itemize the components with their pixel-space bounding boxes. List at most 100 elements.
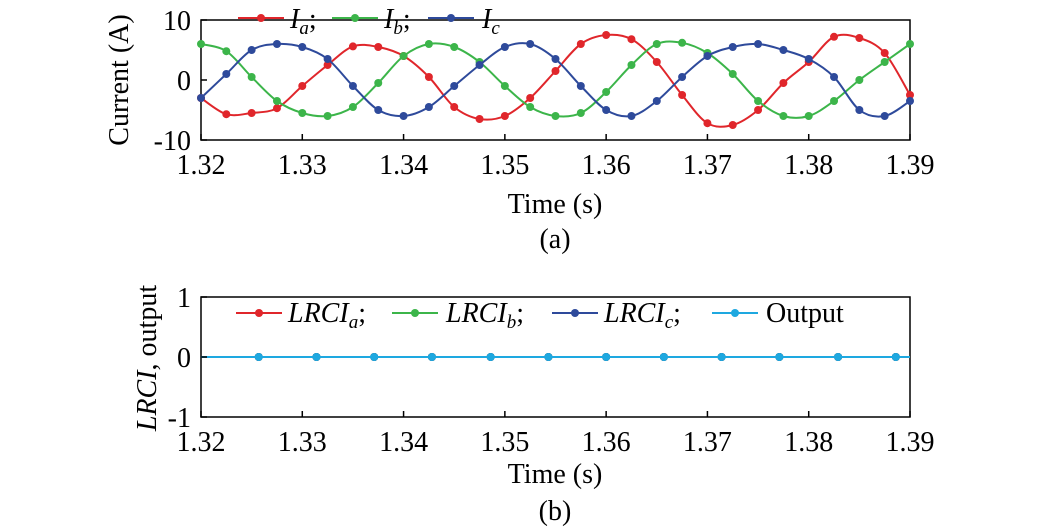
legend-a-item-ia: Ia; <box>238 4 317 39</box>
series-point-output <box>254 353 263 361</box>
series-point-output <box>775 353 784 361</box>
series-point-ic <box>754 40 763 48</box>
series-point-ib <box>830 97 839 105</box>
series-point-ib <box>576 109 585 117</box>
series-point-ib <box>728 70 737 78</box>
legend-a-marker-ic <box>447 14 455 22</box>
plot-a-xtick-label: 1.39 <box>886 150 935 181</box>
series-point-output <box>370 353 379 361</box>
series-line-ib <box>200 40 911 119</box>
series-point-ib <box>500 82 509 90</box>
plot-a-ytick-label: 0 <box>177 66 191 97</box>
legend-b-marker-lrcic <box>571 309 579 317</box>
series-point-ia <box>272 104 281 113</box>
series-point-output <box>602 353 611 361</box>
series-point-ib <box>323 112 332 120</box>
plot-b-xtick-label: 1.33 <box>278 427 327 458</box>
series-point-ia <box>703 119 712 128</box>
plot-a-xtick-label: 1.34 <box>379 150 428 181</box>
series-point-ia <box>576 40 585 48</box>
series-point-ic <box>830 73 839 81</box>
series-point-output <box>717 353 726 361</box>
series-point-ic <box>348 82 357 90</box>
series-point-ia <box>298 82 307 90</box>
series-point-ia <box>500 112 509 120</box>
series-line-ic <box>200 42 911 118</box>
series-point-ia <box>627 35 636 44</box>
series-point-ia <box>450 103 459 111</box>
series-point-ic <box>906 97 914 105</box>
series-point-ib <box>804 112 813 120</box>
legend-b-label-output: Output <box>766 298 844 329</box>
series-point-output <box>891 353 900 361</box>
plot-a-xlabel: Time (s) <box>508 189 603 220</box>
panel-a-current: 1.32 1.33 1.34 1.35 1.36 1.37 1.38 1.39 100-10 … <box>104 4 935 255</box>
series-point-ib <box>627 61 636 69</box>
legend-a-marker-ia <box>257 14 265 22</box>
legend-a-label-ic: Ic <box>481 4 500 39</box>
series-point-ic <box>627 112 636 120</box>
plot-b-xlabel: Time (s) <box>508 459 603 490</box>
series-point-ic <box>526 40 535 48</box>
legend-a-label-ia: Ia; <box>289 4 317 39</box>
series-point-ia <box>247 109 256 117</box>
series-point-ib <box>222 47 231 56</box>
series-point-ic <box>779 46 788 54</box>
series-point-ia <box>906 91 914 99</box>
legend-a-item-ib: Ib; <box>332 4 411 39</box>
series-point-ia <box>475 115 484 123</box>
series-point-ia <box>728 121 737 129</box>
plot-b-ylabel: LRCI, output <box>132 285 163 432</box>
legend-b-marker-output <box>731 309 739 317</box>
plot-a-xticks: 1.32 1.33 1.34 1.35 1.36 1.37 1.38 1.39 <box>177 134 935 181</box>
series-point-ib <box>652 40 661 48</box>
legend-b-label-lrcia: LRCIa; <box>287 298 366 333</box>
series-point-ia <box>754 106 763 114</box>
series-point-ib <box>374 79 383 87</box>
series-point-output <box>486 353 495 361</box>
plot-a-marks <box>197 31 914 129</box>
series-point-ic <box>424 103 433 111</box>
plot-b-legend: LRCIa; LRCIb; LRCIc; Output <box>236 298 844 333</box>
plot-b-xticks: 1.32 1.33 1.34 1.35 1.36 1.37 1.38 1.39 <box>177 411 935 458</box>
series-point-ic <box>576 82 585 90</box>
series-point-ia <box>880 49 889 57</box>
series-point-output <box>659 353 668 361</box>
series-point-ia <box>348 42 357 51</box>
plot-a-xtick-label: 1.38 <box>784 150 833 181</box>
series-point-ib <box>779 112 788 120</box>
series-point-ic <box>298 43 307 51</box>
plot-a-xtick-label: 1.36 <box>582 150 631 181</box>
legend-b-item-output: Output <box>712 298 844 329</box>
series-point-ic <box>323 55 332 63</box>
series-point-ic <box>703 52 712 60</box>
series-point-ic <box>500 43 509 51</box>
plot-b-marks <box>201 353 910 361</box>
series-point-ic <box>855 106 864 114</box>
series-point-ic <box>551 55 560 63</box>
series-point-ia <box>222 110 231 119</box>
series-point-ic <box>374 106 383 114</box>
series-point-output <box>544 353 553 361</box>
series-point-ib <box>754 97 763 105</box>
series-point-ia <box>424 73 433 81</box>
series-point-ib <box>526 103 535 111</box>
series-point-ib <box>399 52 408 60</box>
series-point-ic <box>399 112 408 120</box>
legend-a-item-ic: Ic <box>428 4 500 39</box>
series-point-ib <box>450 43 459 51</box>
plot-a-xtick-label: 1.33 <box>278 150 327 181</box>
series-point-ia <box>678 91 687 99</box>
series-point-ia <box>374 43 383 51</box>
plot-b-ytick-label: 1 <box>177 283 191 314</box>
legend-b-item-lrcib: LRCIb; <box>392 298 524 333</box>
series-point-ia <box>830 32 839 41</box>
series-point-output <box>834 353 843 361</box>
plot-b-xtick-label: 1.34 <box>379 427 428 458</box>
series-point-ib <box>855 76 864 84</box>
series-point-ia <box>526 94 535 102</box>
plot-b-yticks: 1 0 -1 <box>168 283 207 434</box>
legend-b-item-lrcia: LRCIa; <box>236 298 366 333</box>
series-point-ic <box>450 82 459 90</box>
